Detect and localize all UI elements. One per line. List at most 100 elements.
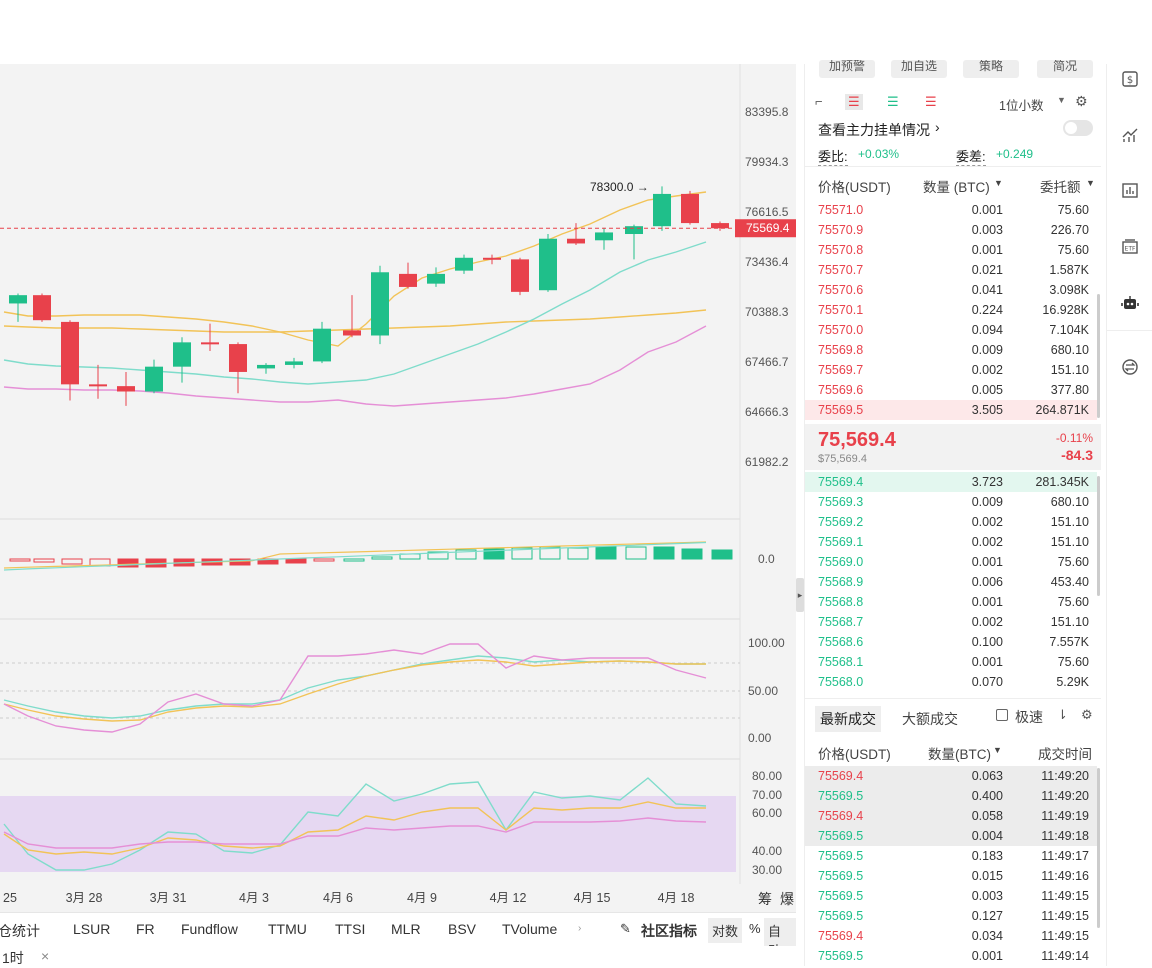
bid-row[interactable]: 75568.9 0.006 453.40 bbox=[805, 572, 1097, 592]
bids-scrollbar[interactable] bbox=[1097, 476, 1100, 596]
trade-row-price: 75569.5 bbox=[818, 889, 864, 903]
collapse-panel-handle[interactable]: ▸ bbox=[796, 578, 804, 612]
trade-qty-header[interactable]: 数量(BTC) bbox=[928, 747, 991, 762]
robot-icon[interactable] bbox=[1121, 294, 1139, 312]
ask-row-total: 16.928K bbox=[1042, 303, 1089, 317]
book-mode-icon[interactable]: ⌐ bbox=[815, 94, 823, 109]
ask-row[interactable]: 75570.8 0.001 75.60 bbox=[805, 240, 1097, 260]
trade-row[interactable]: 75569.5 0.127 11:49:15 bbox=[805, 906, 1097, 926]
trade-row[interactable]: 75569.4 0.034 11:49:15 bbox=[805, 926, 1097, 946]
percent-scale-button[interactable]: % bbox=[749, 921, 761, 936]
book-bids-icon[interactable]: ☰ bbox=[887, 94, 899, 109]
community-indicator-button[interactable]: 社区指标 bbox=[641, 923, 697, 939]
trade-row[interactable]: 75569.4 0.063 11:49:20 bbox=[805, 766, 1097, 786]
bid-row[interactable]: 75568.7 0.002 151.10 bbox=[805, 612, 1097, 632]
ask-row[interactable]: 75570.9 0.003 226.70 bbox=[805, 220, 1097, 240]
interval-tab[interactable]: 1时 bbox=[2, 950, 24, 966]
bid-row[interactable]: 75569.0 0.001 75.60 bbox=[805, 552, 1097, 572]
col-qty-header[interactable]: 数量 (BTC) bbox=[923, 180, 990, 195]
bid-row[interactable]: 75569.3 0.009 680.10 bbox=[805, 492, 1097, 512]
bollinger-upper-line bbox=[3, 191, 707, 347]
trade-row[interactable]: 75569.5 0.183 11:49:17 bbox=[805, 846, 1097, 866]
trade-row[interactable]: 75569.5 0.001 11:49:14 bbox=[805, 946, 1097, 966]
bid-row[interactable]: 75568.8 0.001 75.60 bbox=[805, 592, 1097, 612]
col-total-header[interactable]: 委托额 bbox=[1040, 180, 1081, 195]
ask-row[interactable]: 75569.7 0.002 151.10 bbox=[805, 360, 1097, 380]
tab-latest-trades[interactable]: 最新成交 bbox=[815, 706, 881, 732]
bid-row[interactable]: 75568.1 0.001 75.60 bbox=[805, 652, 1097, 672]
asks-scrollbar[interactable] bbox=[1097, 294, 1100, 418]
precision-select[interactable]: 1位小数 bbox=[999, 99, 1044, 113]
bid-row-price: 75568.6 bbox=[818, 635, 864, 649]
ask-row[interactable]: 75570.6 0.041 3.098K bbox=[805, 280, 1097, 300]
indicator-tab[interactable]: TVolume bbox=[502, 921, 558, 937]
sort-icon[interactable]: ⇂ bbox=[1057, 707, 1068, 722]
strategy-button[interactable]: 策略 bbox=[963, 60, 1019, 78]
indicator-tab[interactable]: 仓统计 bbox=[0, 923, 40, 939]
trade-row[interactable]: 75569.5 0.004 11:49:18 bbox=[805, 826, 1097, 846]
indicator-tab[interactable]: Fundflow bbox=[181, 921, 238, 937]
kdj-k-line bbox=[3, 655, 706, 719]
more-chevron-icon[interactable]: › bbox=[578, 923, 582, 934]
bid-row-total: 680.10 bbox=[1050, 495, 1089, 509]
chip-distribution-button: 筹 bbox=[758, 891, 772, 908]
dollar-note-icon[interactable]: $ bbox=[1121, 70, 1139, 88]
chart-area[interactable]: 83395.8 79934.3 76616.5 73436.4 70388.3 67466… bbox=[0, 64, 796, 966]
ask-row[interactable]: 75571.0 0.001 75.60 bbox=[805, 200, 1097, 220]
bid-row-total: 281.345K bbox=[1035, 475, 1089, 489]
trend-chart-icon[interactable] bbox=[1121, 126, 1139, 144]
close-icon[interactable]: × bbox=[41, 948, 50, 964]
bid-row[interactable]: 75568.6 0.100 7.557K bbox=[805, 632, 1097, 652]
indicator-tab[interactable]: MLR bbox=[391, 921, 421, 937]
trade-row[interactable]: 75569.4 0.058 11:49:19 bbox=[805, 806, 1097, 826]
macd-signal-line bbox=[3, 541, 707, 569]
indicator-tab[interactable]: TTSI bbox=[335, 921, 366, 937]
ask-row[interactable]: 75569.5 3.505 264.871K bbox=[805, 400, 1097, 420]
overview-button[interactable]: 简况 bbox=[1037, 60, 1093, 78]
ask-row[interactable]: 75570.1 0.224 16.928K bbox=[805, 300, 1097, 320]
rsi-tick-label: 40.00 bbox=[752, 844, 782, 858]
indicator-tab[interactable]: BSV bbox=[448, 921, 477, 937]
macd-histogram-bar bbox=[567, 547, 589, 560]
etf-icon[interactable]: ETF bbox=[1121, 238, 1139, 256]
log-scale-button[interactable]: 对数 bbox=[708, 918, 743, 943]
ask-row[interactable]: 75570.0 0.094 7.104K bbox=[805, 320, 1097, 340]
bar-chart-icon[interactable] bbox=[1121, 182, 1139, 200]
settings-icon[interactable]: ⚙ bbox=[1081, 707, 1093, 722]
indicator-tab[interactable]: FR bbox=[136, 921, 155, 937]
main-orders-link[interactable]: 查看主力挂单情况 bbox=[818, 122, 930, 138]
add-alert-button[interactable]: 加预警 bbox=[819, 60, 875, 78]
ask-row[interactable]: 75569.6 0.005 377.80 bbox=[805, 380, 1097, 400]
bid-row-total: 151.10 bbox=[1050, 615, 1089, 629]
ask-row-total: 680.10 bbox=[1050, 343, 1089, 357]
edit-icon[interactable]: ✎ bbox=[620, 921, 631, 936]
macd-histogram-bar bbox=[539, 546, 561, 560]
kdj-d-line bbox=[3, 659, 706, 722]
macd-histogram-bar bbox=[511, 547, 533, 560]
indicator-tab[interactable]: TTMU bbox=[268, 921, 307, 937]
trade-row[interactable]: 75569.5 0.003 11:49:15 bbox=[805, 886, 1097, 906]
book-both-icon[interactable]: ☰ bbox=[845, 94, 863, 110]
bid-row[interactable]: 75569.1 0.002 151.10 bbox=[805, 532, 1097, 552]
kline-chart[interactable]: 83395.8 79934.3 76616.5 73436.4 70388.3 67466… bbox=[0, 64, 796, 912]
bid-row[interactable]: 75568.0 0.070 5.29K bbox=[805, 672, 1097, 692]
trade-row[interactable]: 75569.5 0.400 11:49:20 bbox=[805, 786, 1097, 806]
main-orders-toggle[interactable] bbox=[1063, 120, 1093, 136]
ask-row[interactable]: 75570.7 0.021 1.587K bbox=[805, 260, 1097, 280]
convert-icon[interactable] bbox=[1121, 358, 1139, 376]
settings-icon[interactable]: ⚙ bbox=[1075, 93, 1088, 109]
add-watchlist-button[interactable]: 加自选 bbox=[891, 60, 947, 78]
fast-checkbox[interactable] bbox=[996, 709, 1008, 721]
indicator-tab[interactable]: LSUR bbox=[73, 921, 111, 937]
trades-scrollbar[interactable] bbox=[1097, 768, 1100, 928]
ask-row-qty: 0.001 bbox=[971, 203, 1003, 217]
bid-row[interactable]: 75569.2 0.002 151.10 bbox=[805, 512, 1097, 532]
book-asks-icon[interactable]: ☰ bbox=[925, 94, 937, 109]
ask-row[interactable]: 75569.8 0.009 680.10 bbox=[805, 340, 1097, 360]
price-tick-label: 61982.2 bbox=[745, 455, 789, 469]
tab-large-trades[interactable]: 大额成交 bbox=[902, 711, 958, 727]
bid-row-qty: 0.001 bbox=[971, 655, 1003, 669]
bid-row[interactable]: 75569.4 3.723 281.345K bbox=[805, 472, 1097, 492]
candle-body bbox=[313, 328, 331, 362]
trade-row[interactable]: 75569.5 0.015 11:49:16 bbox=[805, 866, 1097, 886]
